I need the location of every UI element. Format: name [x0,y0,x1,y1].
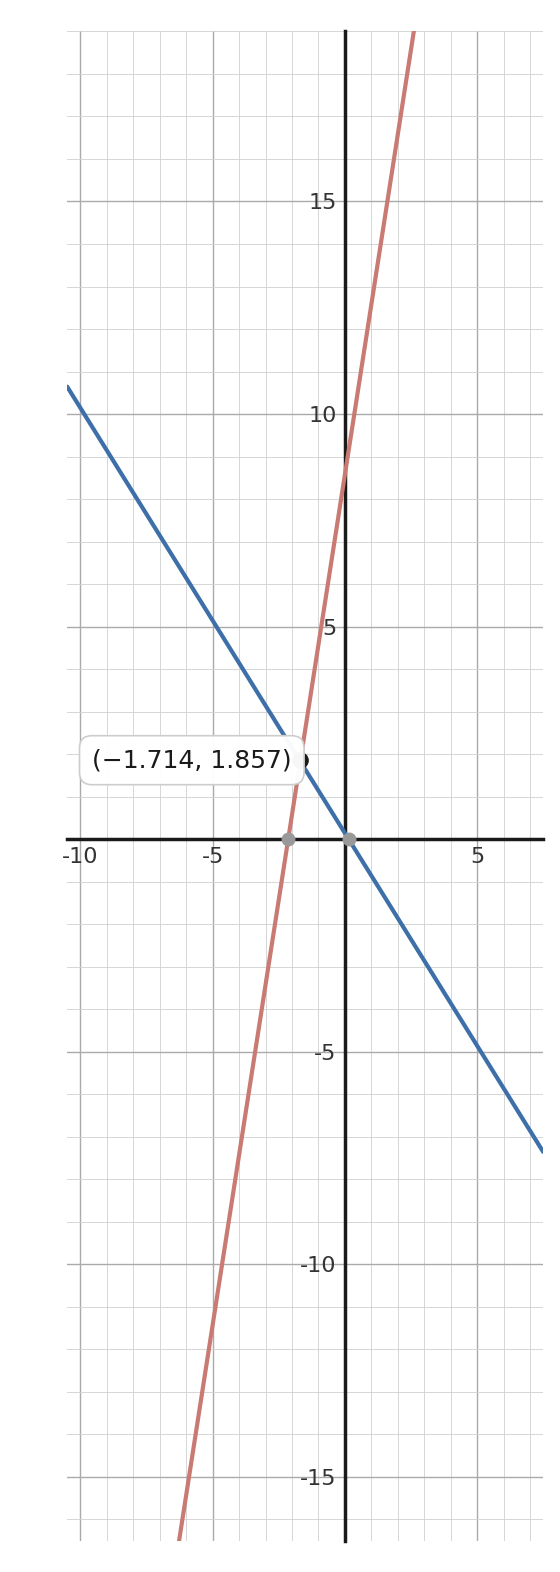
Text: (−1.714, 1.857): (−1.714, 1.857) [92,748,292,772]
